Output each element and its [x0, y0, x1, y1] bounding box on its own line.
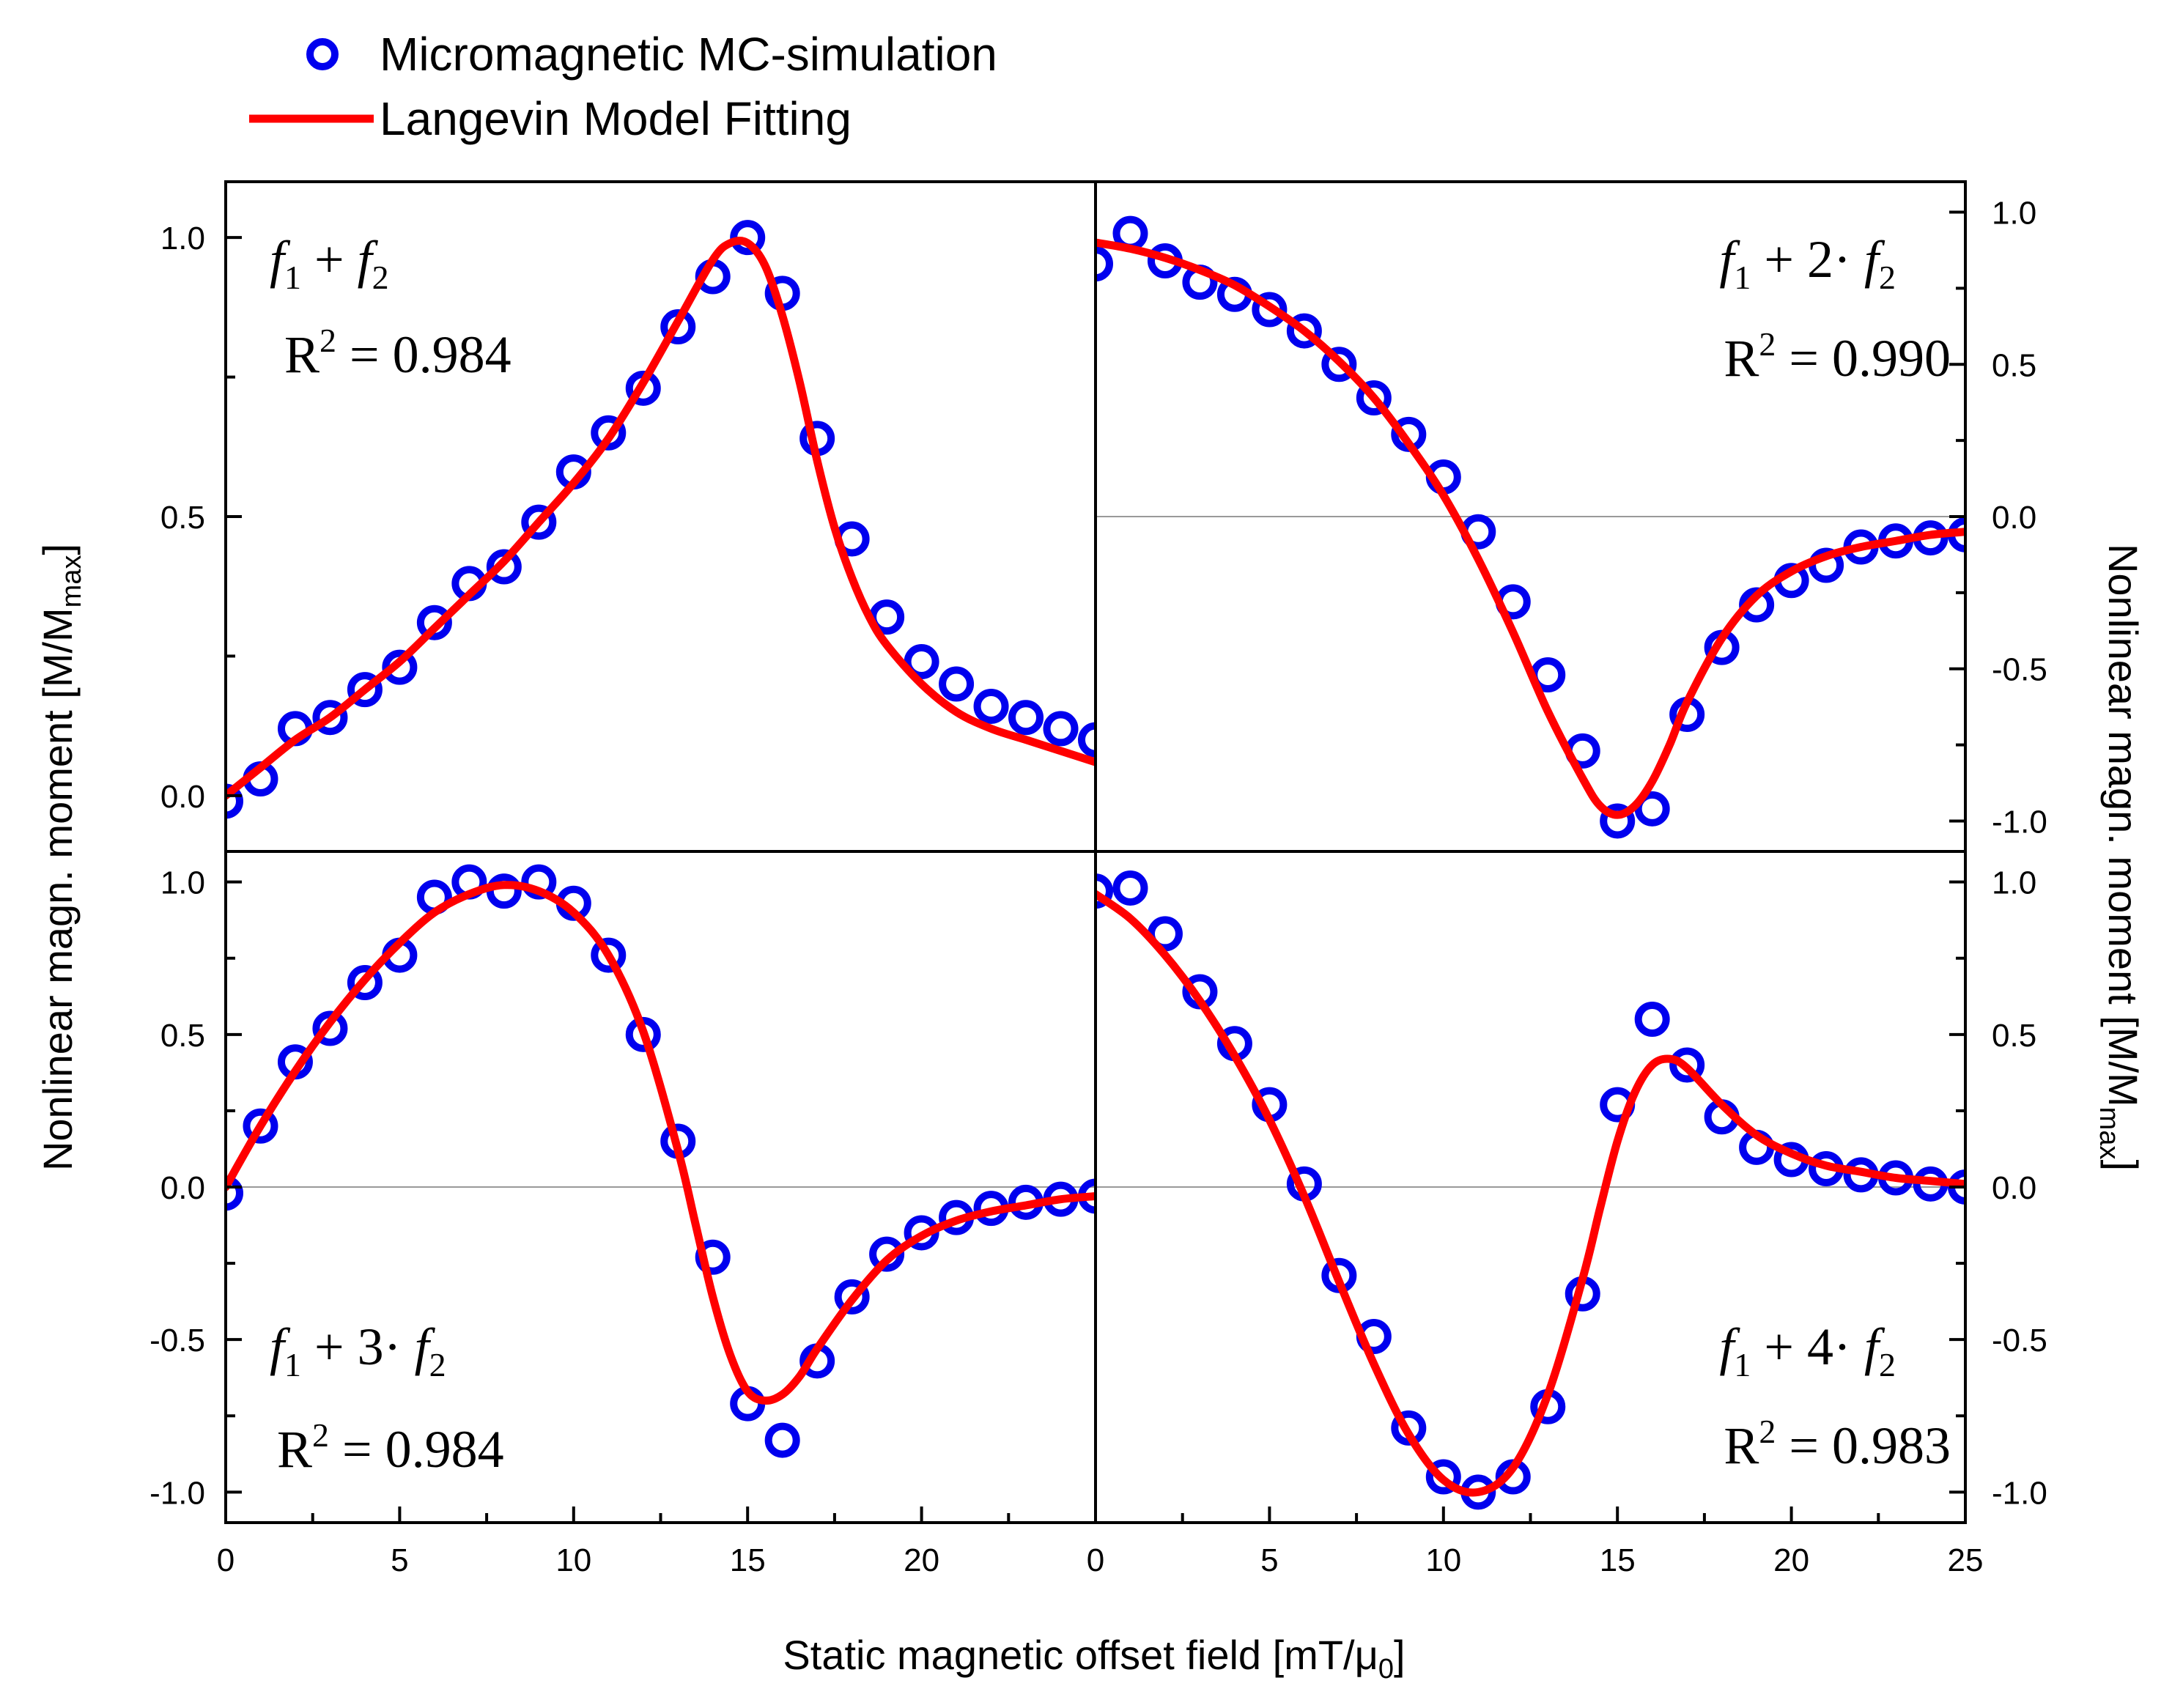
y-tick-label: 0.0: [1992, 500, 2036, 536]
simulation-point: [416, 605, 452, 640]
y-axis-title-right: Nonlinear magn. moment [M/Mmax]: [2094, 544, 2146, 1171]
simulation-point: [1634, 791, 1670, 827]
simulation-point: [1425, 1459, 1461, 1495]
simulation-point: [243, 1108, 278, 1144]
x-axis-title-sub: 0: [1378, 1654, 1394, 1685]
y-tick-label: 1.0: [1992, 196, 2036, 232]
simulation-point: [1078, 722, 1096, 758]
simulation-point: [1008, 700, 1044, 736]
x-tick-label: 10: [555, 1542, 591, 1578]
y-axis-title-left-sub: max: [56, 555, 87, 608]
panel-formula-label: f1 + f2: [270, 230, 389, 296]
simulation-point: [1356, 380, 1392, 415]
fit-line: [1096, 890, 1965, 1497]
simulation-point: [1600, 803, 1636, 839]
y-tick-label: 0.5: [1992, 1018, 2036, 1054]
simulation-point: [973, 688, 1009, 724]
x-tick-label: 25: [1948, 1542, 1984, 1578]
simulation-point: [312, 1010, 348, 1046]
simulation-point: [1391, 1410, 1427, 1446]
simulation-point: [904, 644, 939, 680]
x-tick-label: 0: [1087, 1542, 1104, 1578]
legend-simulation-marker: [306, 38, 339, 70]
y-tick-label: 0.0: [160, 779, 205, 815]
simulation-point: [625, 370, 661, 406]
y-tick-label: 0.5: [160, 500, 205, 536]
y-tick-label: -1.0: [1992, 804, 2047, 840]
y-tick-label: 0.5: [1992, 347, 2036, 383]
panel-f1-plus-4f2: -1.0 -0.5 0.0 0.5 1.0 0 5 10 15 20 25 f1 + 4· f2 R2 …: [1087, 850, 2047, 1578]
panel-r2-label: R2 = 0.983: [1724, 1413, 1951, 1475]
simulation-point: [226, 1175, 243, 1211]
simulation-point: [1043, 711, 1079, 747]
x-axis-title: Static magnetic offset field [mT/μ0]: [783, 1632, 1405, 1685]
simulation-point: [347, 965, 383, 1001]
plot-area: [1096, 870, 1965, 1510]
simulation-point: [939, 666, 975, 702]
plot-area: [226, 864, 1096, 1458]
y-tick-label: 1.0: [160, 221, 205, 256]
simulation-point: [1321, 347, 1357, 382]
panel-r2-label: R2 = 0.984: [277, 1416, 504, 1479]
panel-f1-plus-3f2: -1.0 -0.5 0.0 0.5 1.0 0 5 10 15 20 f1 + 3· f2 R2 = …: [149, 850, 1097, 1578]
y-tick-label: -0.5: [149, 1323, 205, 1358]
simulation-point: [1252, 292, 1288, 328]
y-tick-label: 1.0: [1992, 865, 2036, 901]
panel-formula-label: f1 + 2· f2: [1719, 230, 1896, 296]
y-tick-label: -1.0: [1992, 1475, 2047, 1511]
fit-line: [1096, 238, 1965, 819]
x-tick-label: 0: [217, 1542, 234, 1578]
x-tick-label: 15: [1600, 1542, 1636, 1578]
panel-r2-label: R2 = 0.984: [284, 322, 511, 384]
simulation-point: [1096, 246, 1113, 282]
panel-formula-label: f1 + 4· f2: [1719, 1317, 1896, 1383]
simulation-point: [591, 415, 627, 451]
x-tick-label: 20: [904, 1542, 939, 1578]
simulation-point: [834, 1279, 870, 1315]
y-axis-title-left: Nonlinear magn. moment [M/Mmax]: [34, 544, 87, 1171]
y-tick-label: -0.5: [1992, 652, 2047, 688]
x-tick-label: 10: [1425, 1542, 1461, 1578]
legend-fit-label: Langevin Model Fitting: [380, 92, 852, 145]
simulation-point: [1634, 1002, 1670, 1037]
fit-line: [226, 881, 1096, 1405]
simulation-point: [382, 649, 418, 685]
y-tick-label: -0.5: [1992, 1323, 2047, 1358]
simulation-point: [1286, 313, 1322, 349]
legend: Micromagnetic MC-simulation Langevin Mod…: [249, 28, 997, 145]
panel-r2-label: R2 = 0.990: [1724, 325, 1951, 388]
y-tick-label: 0.0: [160, 1170, 205, 1206]
simulation-point: [764, 1422, 800, 1458]
legend-simulation-label: Micromagnetic MC-simulation: [380, 28, 997, 81]
y-tick-label: 0.5: [160, 1018, 205, 1054]
x-tick-label: 20: [1773, 1542, 1809, 1578]
simulation-point: [347, 672, 383, 708]
x-tick-label: 5: [1260, 1542, 1278, 1578]
panel-formula-label: f1 + 3· f2: [270, 1317, 446, 1383]
simulation-point: [591, 937, 627, 973]
simulation-point: [695, 1239, 731, 1275]
plot-area: [226, 220, 1096, 819]
x-tick-label: 5: [391, 1542, 408, 1578]
fit-line: [226, 236, 1096, 800]
simulation-point: [1112, 870, 1148, 906]
simulation-point: [1096, 873, 1113, 909]
plot-area: [1096, 215, 1965, 839]
simulation-point: [486, 549, 522, 585]
y-tick-label: 0.0: [1992, 1170, 2036, 1206]
simulation-point: [521, 504, 557, 540]
simulation-point: [660, 309, 696, 345]
simulation-point: [1669, 1047, 1705, 1083]
x-tick-label: 15: [730, 1542, 766, 1578]
panel-f1-plus-f2: 0.0 0.5 1.0 f1 + f2 R2 = 0.984: [160, 180, 1097, 853]
y-tick-label: 1.0: [160, 865, 205, 901]
simulation-point: [226, 783, 243, 819]
y-axis-title-right-sub: max: [2094, 1107, 2124, 1160]
simulation-point: [869, 1236, 905, 1272]
panel-f1-plus-2f2: -1.0 -0.5 0.0 0.5 1.0 f1 + 2· f2 R2 = 0.990: [1094, 180, 2047, 853]
simulation-point: [312, 700, 348, 736]
simulation-point: [521, 864, 557, 900]
y-tick-label: -1.0: [149, 1475, 205, 1511]
